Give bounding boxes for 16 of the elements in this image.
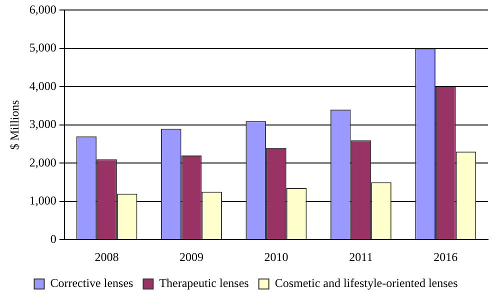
legend-label: Cosmetic and lifestyle-oriented lenses	[274, 276, 458, 290]
legend-label: Corrective lenses	[50, 276, 134, 290]
y-tick-label: 3,000	[29, 117, 56, 132]
legend-label: Therapeutic lenses	[159, 276, 250, 290]
y-axis-title: $ Millions	[7, 100, 22, 150]
x-tick-label: 2008	[94, 250, 119, 264]
y-tick-label: 6,000	[29, 2, 56, 16]
y-tick-label: 2,000	[29, 155, 56, 170]
x-tick-label: 2011	[349, 250, 373, 264]
x-tick-label: 2009	[179, 250, 204, 264]
y-tick-label: 1,000	[29, 194, 56, 208]
y-tick-label: 4,000	[29, 78, 56, 93]
x-tick-label: 2016	[434, 250, 458, 264]
y-tick-label: 5,000	[29, 40, 56, 55]
y-tick-label: 0	[50, 232, 56, 246]
x-tick-label: 2010	[264, 250, 288, 264]
